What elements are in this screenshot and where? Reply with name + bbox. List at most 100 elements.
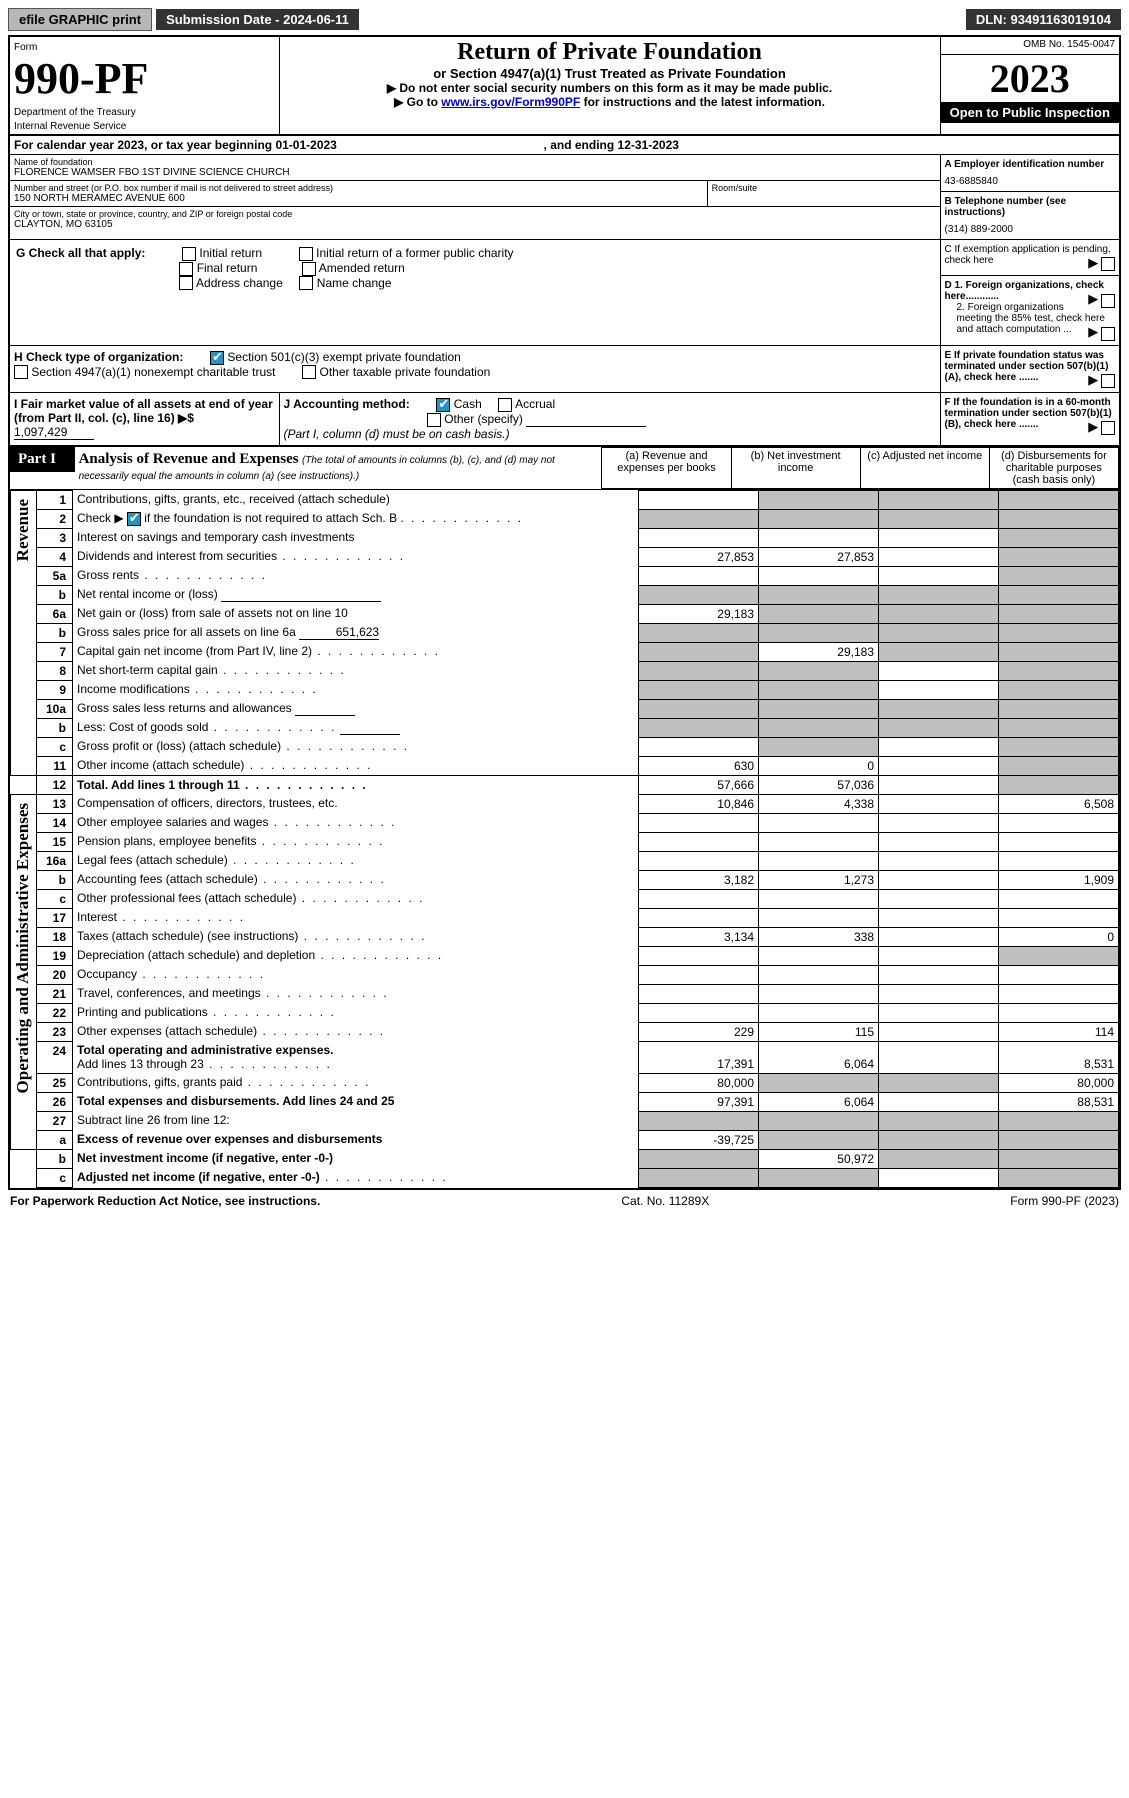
street: 150 NORTH MERAMEC AVENUE 600 (14, 193, 703, 204)
row-desc: Other employee salaries and wages (73, 813, 639, 832)
i-arrow: ▶$ (178, 411, 194, 425)
row-desc: Interest (73, 908, 639, 927)
open-public: Open to Public Inspection (941, 102, 1120, 123)
row-num: 6a (37, 604, 73, 623)
cb-initial-return[interactable] (182, 247, 196, 261)
cb-d2[interactable] (1101, 327, 1115, 341)
j-cash: Cash (454, 397, 482, 411)
foundation-name: FLORENCE WAMSER FBO 1ST DIVINE SCIENCE C… (14, 167, 936, 178)
r4-b: 27,853 (759, 547, 879, 566)
g-o6: Name change (317, 276, 392, 290)
row-desc: Gross sales less returns and allowances (73, 699, 639, 718)
r7-b: 29,183 (759, 642, 879, 661)
row-num: 13 (37, 794, 73, 813)
row-num: 10a (37, 699, 73, 718)
row-num: 22 (37, 1003, 73, 1022)
g-o3: Address change (196, 276, 283, 290)
row-num: c (37, 737, 73, 756)
e-label: E If private foundation status was termi… (945, 350, 1109, 383)
cb-other-taxable[interactable] (302, 365, 316, 379)
city-label: City or town, state or province, country… (14, 209, 936, 219)
row-num: 19 (37, 946, 73, 965)
r2-post: if the foundation is not required to att… (144, 511, 397, 525)
h-o1: Section 501(c)(3) exempt private foundat… (227, 350, 460, 364)
j-other: Other (specify) (444, 412, 523, 426)
row-desc: Dividends and interest from securities (73, 547, 639, 566)
cb-4947[interactable] (14, 365, 28, 379)
row-num: 24 (37, 1041, 73, 1073)
row-num: 12 (37, 775, 73, 794)
cb-c[interactable] (1101, 257, 1115, 271)
submission-date: Submission Date - 2024-06-11 (156, 9, 359, 30)
efile-print-button[interactable]: efile GRAPHIC print (8, 8, 152, 31)
row-desc: Interest on savings and temporary cash i… (73, 528, 639, 547)
r13-b: 4,338 (759, 794, 879, 813)
row-num: 23 (37, 1022, 73, 1041)
tel-label: B Telephone number (see instructions) (945, 196, 1116, 218)
row-num: b (37, 1149, 73, 1168)
cb-initial-former[interactable] (299, 247, 313, 261)
expenses-label: Operating and Administrative Expenses (11, 795, 35, 1101)
cb-accrual[interactable] (498, 398, 512, 412)
cb-other-method[interactable] (427, 413, 441, 427)
r16b-a: 3,182 (639, 870, 759, 889)
h-o2: Section 4947(a)(1) nonexempt charitable … (31, 365, 275, 379)
arrow-icon: ▶ (1088, 291, 1098, 306)
cb-d1[interactable] (1101, 294, 1115, 308)
cal-begin: 01-01-2023 (275, 138, 336, 152)
row-num: 17 (37, 908, 73, 927)
d2-label: 2. Foreign organizations meeting the 85%… (957, 302, 1105, 335)
row-desc: Total operating and administrative expen… (73, 1041, 639, 1073)
topbar: efile GRAPHIC print Submission Date - 20… (8, 8, 1121, 31)
cb-501c3[interactable] (210, 351, 224, 365)
row-desc: Other professional fees (attach schedule… (73, 889, 639, 908)
telephone: (314) 889-2000 (945, 218, 1116, 235)
i-label: I Fair market value of all assets at end… (14, 397, 273, 425)
row-num: c (37, 1168, 73, 1187)
row-desc: Check ▶ if the foundation is not require… (73, 509, 639, 528)
r26-d: 88,531 (999, 1092, 1119, 1111)
g-o5: Amended return (319, 261, 405, 275)
r24-d: 8,531 (999, 1041, 1119, 1073)
col-c-head: (c) Adjusted net income (860, 447, 989, 488)
fmv-value: 1,097,429 (14, 425, 94, 440)
row-num: 27 (37, 1111, 73, 1130)
cb-cash[interactable] (436, 398, 450, 412)
form-table: Form 990-PF Department of the Treasury I… (8, 35, 1121, 1190)
form-subtitle: or Section 4947(a)(1) Trust Treated as P… (284, 66, 936, 81)
r23-d: 114 (999, 1022, 1119, 1041)
instr-link: ▶ Go to www.irs.gov/Form990PF for instru… (284, 95, 936, 109)
row-desc: Gross rents (73, 566, 639, 585)
row-desc: Total. Add lines 1 through 11 (73, 775, 639, 794)
row-desc: Contributions, gifts, grants paid (73, 1073, 639, 1092)
r24-a: 17,391 (639, 1041, 759, 1073)
cb-e[interactable] (1101, 374, 1115, 388)
col-d-head: (d) Disbursements for charitable purpose… (989, 447, 1118, 488)
cb-schb[interactable] (127, 512, 141, 526)
row-num: 11 (37, 756, 73, 775)
instr-post: for instructions and the latest informat… (580, 95, 825, 109)
cb-name-change[interactable] (299, 276, 313, 290)
r13-d: 6,508 (999, 794, 1119, 813)
c-label: C If exemption application is pending, c… (945, 244, 1111, 266)
cb-amended[interactable] (302, 262, 316, 276)
row-desc: Contributions, gifts, grants, etc., rece… (73, 490, 639, 509)
cb-final-return[interactable] (179, 262, 193, 276)
footer-right: Form 990-PF (2023) (1010, 1194, 1119, 1208)
cb-f[interactable] (1101, 421, 1115, 435)
form-url-link[interactable]: www.irs.gov/Form990PF (441, 95, 580, 109)
row-num: 2 (37, 509, 73, 528)
r13-a: 10,846 (639, 794, 759, 813)
ein: 43-6885840 (945, 170, 1116, 187)
r18-b: 338 (759, 927, 879, 946)
r6b-v: 651,623 (299, 625, 379, 640)
cb-address-change[interactable] (179, 276, 193, 290)
r23-a: 229 (639, 1022, 759, 1041)
g-o2: Final return (197, 261, 258, 275)
row-desc: Less: Cost of goods sold (73, 718, 639, 737)
r27a-a: -39,725 (639, 1130, 759, 1149)
row-num: c (37, 889, 73, 908)
footer: For Paperwork Reduction Act Notice, see … (8, 1190, 1121, 1212)
row-desc: Accounting fees (attach schedule) (73, 870, 639, 889)
row-num: 26 (37, 1092, 73, 1111)
